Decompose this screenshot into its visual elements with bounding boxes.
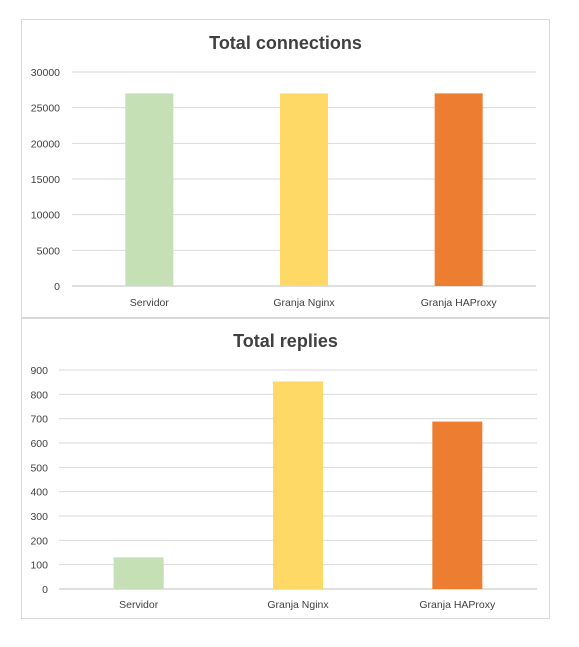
- y-tick-label: 0: [42, 584, 48, 596]
- y-tick-label: 30000: [31, 67, 60, 79]
- replies-chart: Total replies 0 100 200 300 400 500 600 700 800 9…: [21, 318, 550, 619]
- connections-chart: Total connections 0 5000 10000 15000 20000 25…: [21, 19, 550, 318]
- y-tick-label: 10000: [31, 210, 60, 222]
- y-tick-label: 0: [54, 281, 60, 293]
- y-tick-label: 300: [30, 511, 48, 523]
- x-tick-label: Granja HAProxy: [421, 297, 498, 309]
- x-tick-label: Servidor: [130, 297, 170, 309]
- y-tick-label: 100: [30, 560, 48, 572]
- bar-granja-haproxy: [434, 93, 483, 287]
- y-tick-label: 20000: [31, 138, 60, 150]
- bar-granja-nginx: [273, 381, 323, 589]
- replies-chart-plot: 0 100 200 300 400 500 600 700 800 900 Servidor Gran…: [30, 365, 537, 611]
- y-tick-label: 600: [30, 438, 48, 450]
- x-tick-label: Granja HAProxy: [419, 599, 496, 611]
- y-tick-label: 25000: [31, 103, 60, 115]
- x-tick-label: Servidor: [119, 599, 159, 611]
- chart-title: Total connections: [209, 33, 362, 53]
- y-tick-label: 200: [30, 535, 48, 547]
- bar-servidor: [125, 93, 174, 287]
- x-tick-label: Granja Nginx: [273, 297, 335, 309]
- y-tick-label: 5000: [37, 245, 61, 257]
- y-tick-label: 800: [30, 389, 48, 401]
- y-tick-label: 400: [30, 487, 48, 499]
- bar-servidor: [113, 557, 164, 589]
- y-tick-label: 15000: [31, 174, 60, 186]
- x-tick-label: Granja Nginx: [267, 599, 329, 611]
- y-tick-label: 500: [30, 462, 48, 474]
- bar-granja-nginx: [280, 93, 328, 287]
- connections-chart-plot: 0 5000 10000 15000 20000 25000 30000 Servidor Gr…: [31, 67, 536, 309]
- bar-granja-haproxy: [432, 421, 483, 589]
- y-tick-label: 700: [30, 414, 48, 426]
- chart-title: Total replies: [233, 331, 338, 351]
- y-tick-label: 900: [30, 365, 48, 377]
